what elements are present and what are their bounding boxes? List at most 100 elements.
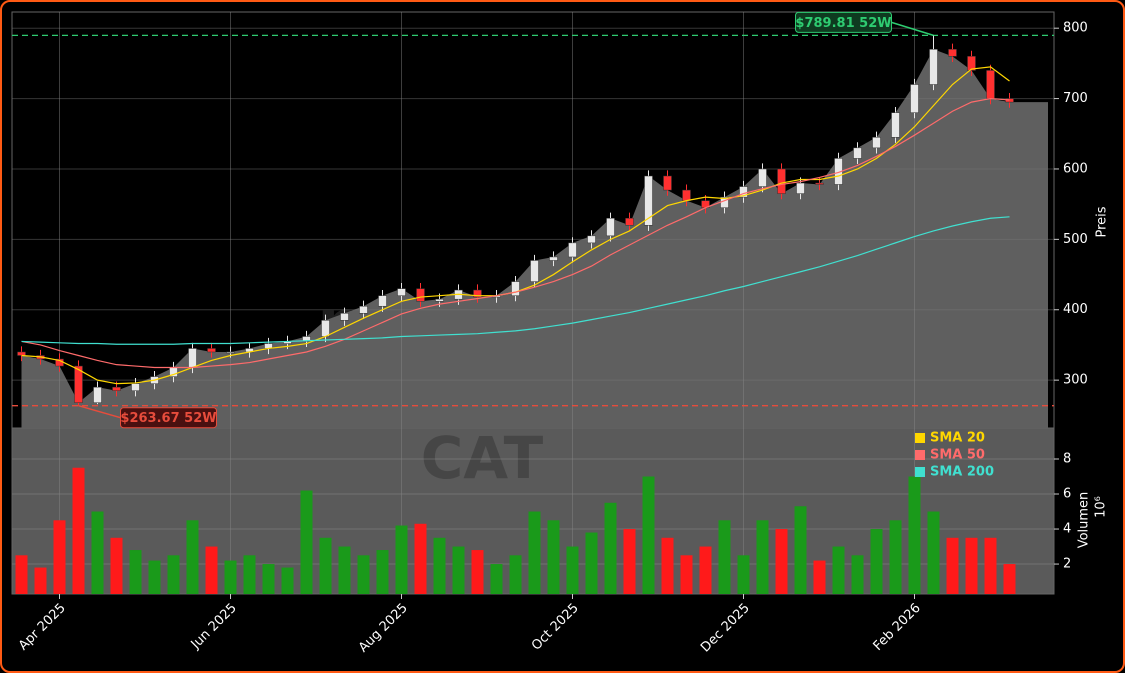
legend-label: SMA 200 (930, 465, 994, 480)
volume-bar (110, 537, 123, 594)
sma-line (21, 97, 1010, 369)
candle-body (207, 348, 216, 353)
volume-bar (965, 537, 978, 594)
volume-bar (452, 546, 465, 594)
candle-body (644, 175, 653, 226)
y-tick-label: 500 (1063, 232, 1088, 247)
annotation-box (795, 11, 892, 33)
candle-body (587, 235, 596, 244)
volume-bar (471, 550, 484, 594)
candle-body (1005, 98, 1014, 103)
legend-swatch (915, 450, 925, 460)
candle-body (663, 175, 672, 191)
candle-body (948, 49, 957, 57)
candle-body (473, 289, 482, 298)
volume-bar (414, 523, 427, 594)
volume-bar (547, 520, 560, 594)
volume-bar (756, 520, 769, 594)
candle-body (891, 112, 900, 138)
volume-bar (357, 555, 370, 594)
volume-bar (72, 467, 85, 594)
candle-body (17, 351, 26, 356)
volume-bar (566, 546, 579, 594)
volume-bar (15, 555, 28, 594)
candle-body (530, 260, 539, 282)
volume-bar (813, 560, 826, 594)
volume-bar (224, 560, 237, 594)
candle-body (910, 84, 919, 113)
candle-body (625, 217, 634, 226)
volume-bar (775, 529, 788, 594)
watermark-ticker: CAT (421, 424, 544, 492)
candle-body (815, 182, 824, 185)
volume-bar (91, 511, 104, 594)
candle-body (986, 70, 995, 99)
volume-bar (851, 555, 864, 594)
volume-bar (148, 560, 161, 594)
volume-bar (281, 567, 294, 594)
candle-body (378, 295, 387, 307)
candle-body (359, 305, 368, 314)
volume-bar (585, 532, 598, 594)
candle-body (682, 189, 691, 201)
price-area (21, 49, 1048, 428)
candle-body (872, 137, 881, 149)
annotation-box (120, 407, 217, 429)
y-tick-label: 400 (1063, 302, 1088, 317)
candle-body (188, 348, 197, 368)
sma-line (21, 216, 1010, 345)
candle-body (606, 217, 615, 237)
volume-bar (1003, 564, 1016, 594)
volume-bar (528, 511, 541, 594)
candle-body (416, 288, 425, 302)
candle-body (511, 281, 520, 296)
volume-bar (642, 476, 655, 594)
candle-body (929, 49, 938, 85)
volume-bar (984, 537, 997, 594)
candle-body (777, 168, 786, 194)
candle-body (226, 351, 235, 354)
candle-body (758, 168, 767, 187)
volume-unit: 10⁶ (1094, 496, 1109, 518)
volume-bar (338, 546, 351, 594)
volume-bar (205, 546, 218, 594)
volume-bar (699, 546, 712, 594)
volume-bar (129, 550, 142, 594)
volume-bar (433, 537, 446, 594)
volume-bar (794, 506, 807, 594)
volume-bar (946, 537, 959, 594)
candle-body (397, 288, 406, 296)
volume-bar (509, 555, 522, 594)
legend-label: SMA 50 (930, 448, 985, 463)
volume-bar (376, 550, 389, 594)
volume-bar (395, 525, 408, 594)
y-tick-label: 800 (1063, 21, 1088, 36)
y-tick-label: 700 (1063, 91, 1088, 106)
candle-body (112, 386, 121, 391)
y-tick-label: 300 (1063, 373, 1088, 388)
candle-body (93, 386, 102, 403)
candle-body (967, 56, 976, 71)
y-tick-label: 6 (1063, 487, 1071, 502)
volume-bar (680, 555, 693, 594)
candle-body (796, 182, 805, 194)
annotation-arrow (78, 404, 121, 419)
volume-bar (623, 529, 636, 594)
volume-bar (34, 567, 47, 594)
annotation-arrow (891, 21, 934, 37)
y-tick-label: 8 (1063, 451, 1071, 466)
volume-bar (490, 564, 503, 594)
y-tick-label: 600 (1063, 161, 1088, 176)
candle-body (321, 320, 330, 337)
volume-bar (870, 529, 883, 594)
volume-bar (262, 564, 275, 594)
volume-bar (604, 502, 617, 594)
candle-body (435, 298, 444, 302)
candle-body (549, 256, 558, 261)
legend-swatch (915, 467, 925, 477)
y-tick-label: 2 (1063, 557, 1071, 572)
volume-bar (927, 511, 940, 594)
candle-body (302, 336, 311, 342)
y-tick-label: 4 (1063, 522, 1071, 537)
